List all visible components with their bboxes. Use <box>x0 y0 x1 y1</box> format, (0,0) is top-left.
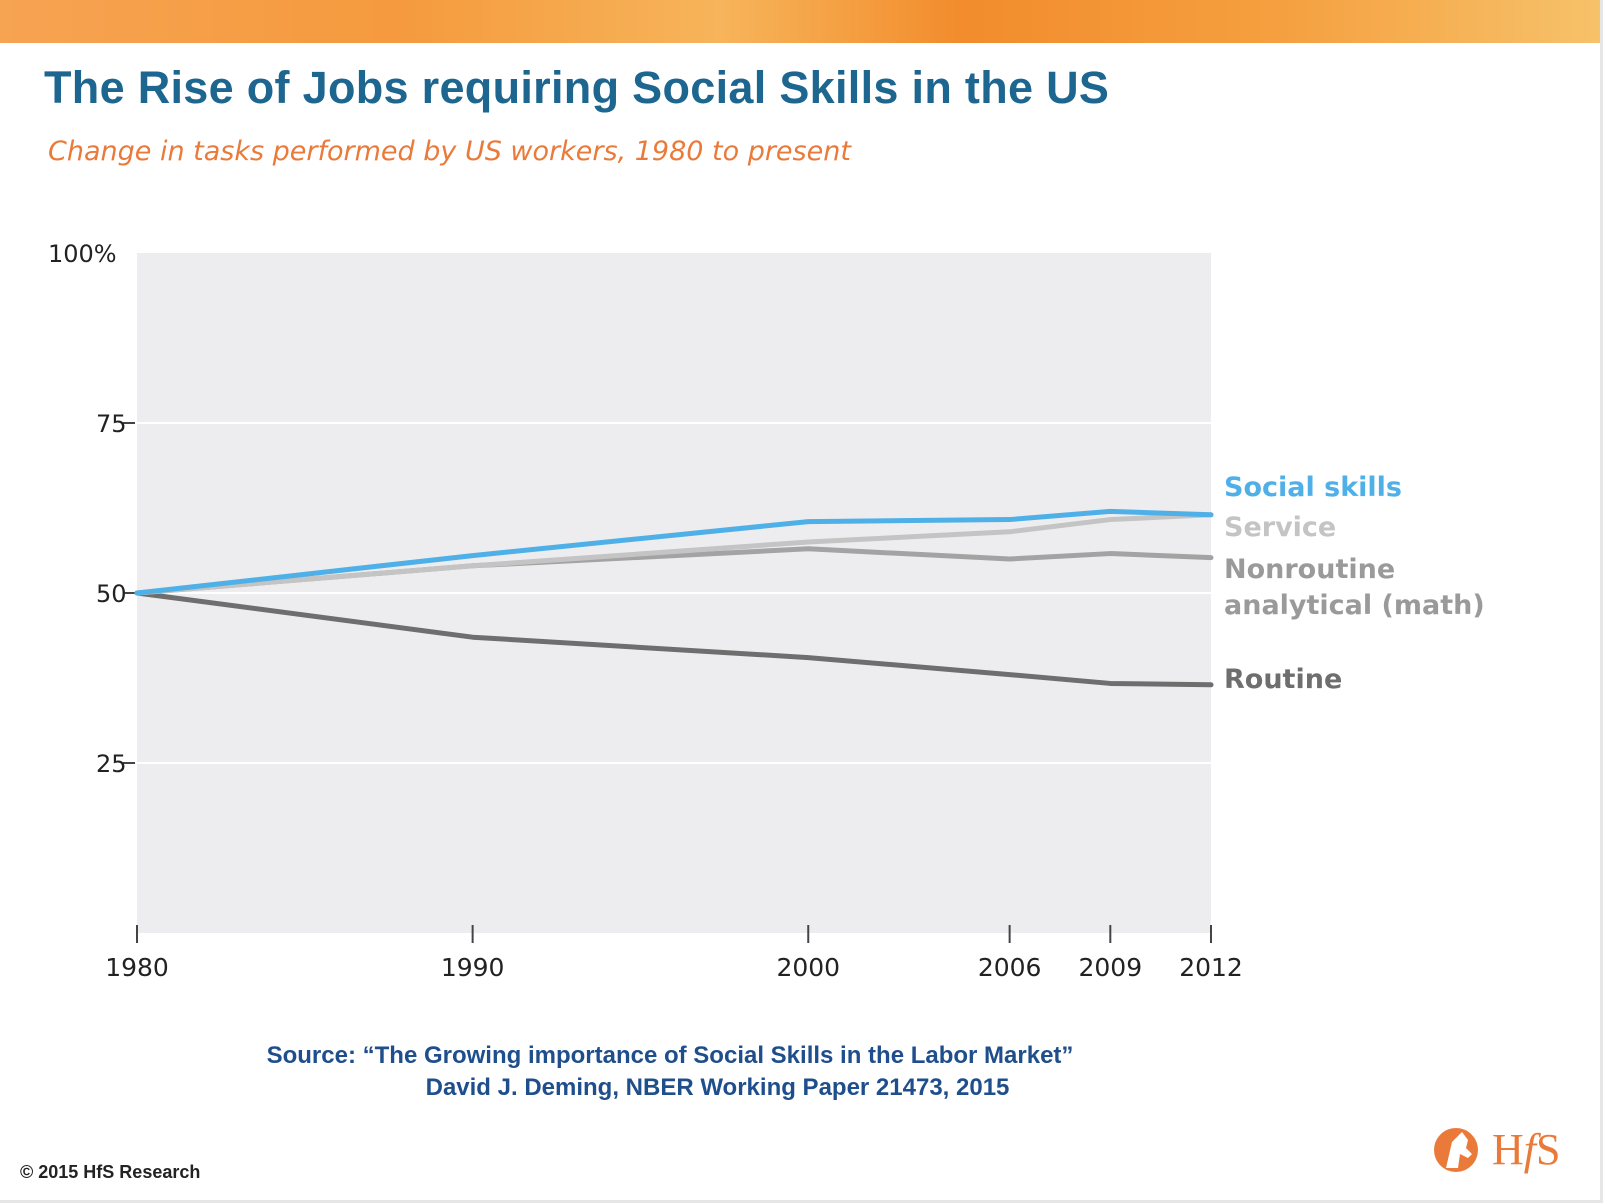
x-tick-label: 1980 <box>105 953 169 982</box>
slide-title: The Rise of Jobs requiring Social Skills… <box>44 62 1110 113</box>
y-tick-label: 50 <box>96 580 127 608</box>
horse-head-icon <box>1434 1128 1478 1172</box>
x-tick-label: 2006 <box>978 953 1042 982</box>
series-line-routine <box>134 590 1214 688</box>
source-line-1: Source: “The Growing importance of Socia… <box>266 1042 1074 1069</box>
slide-subtitle: Change in tasks performed by US workers,… <box>48 136 851 167</box>
copyright-notice: © 2015 HfS Research <box>20 1162 201 1182</box>
x-tick-label: 1990 <box>441 953 505 982</box>
series-line-service <box>134 512 1214 596</box>
series-label-service: Service <box>1224 512 1336 543</box>
logo-letter-h: H <box>1492 1125 1524 1174</box>
series-label-routine: Routine <box>1224 664 1342 695</box>
hfs-logo: HfS <box>1432 1120 1582 1190</box>
series-labels: Social skills Service Nonroutine analytic… <box>1224 472 1485 695</box>
series-line-social-skills <box>134 508 1214 596</box>
page-edge-right <box>1600 0 1603 1203</box>
y-tick-label: 100% <box>48 240 117 268</box>
header-band <box>0 0 1603 43</box>
series-label-nonroutine: Nonroutine analytical (math) <box>1224 554 1485 621</box>
y-axis: 100% 75 50 25 <box>48 240 135 778</box>
line-chart: 100% 75 50 25 1980 1990 2000 2006 2009 2012 Soci… <box>48 240 1485 982</box>
logo-letter-f: f <box>1523 1125 1537 1174</box>
series-label-line: analytical (math) <box>1224 590 1485 621</box>
source-citation: Source: “The Growing importance of Socia… <box>0 1040 1340 1104</box>
x-tick-label: 2009 <box>1079 953 1143 982</box>
logo-wordmark: HfS <box>1492 1124 1561 1175</box>
series-label-social-skills: Social skills <box>1224 472 1402 503</box>
x-axis: 1980 1990 2000 2006 2009 2012 <box>105 925 1243 982</box>
y-tick-label: 25 <box>96 750 127 778</box>
y-tick-label: 75 <box>96 410 127 438</box>
page-edge-bottom <box>0 1200 1603 1203</box>
series-label-line: Nonroutine <box>1224 554 1395 585</box>
gridlines <box>137 422 1211 764</box>
logo-letter-s: S <box>1536 1125 1561 1174</box>
x-tick-label: 2000 <box>776 953 840 982</box>
series-lines <box>134 508 1214 688</box>
x-tick-label: 2012 <box>1179 953 1243 982</box>
source-line-2: David J. Deming, NBER Working Paper 2147… <box>425 1074 1010 1101</box>
